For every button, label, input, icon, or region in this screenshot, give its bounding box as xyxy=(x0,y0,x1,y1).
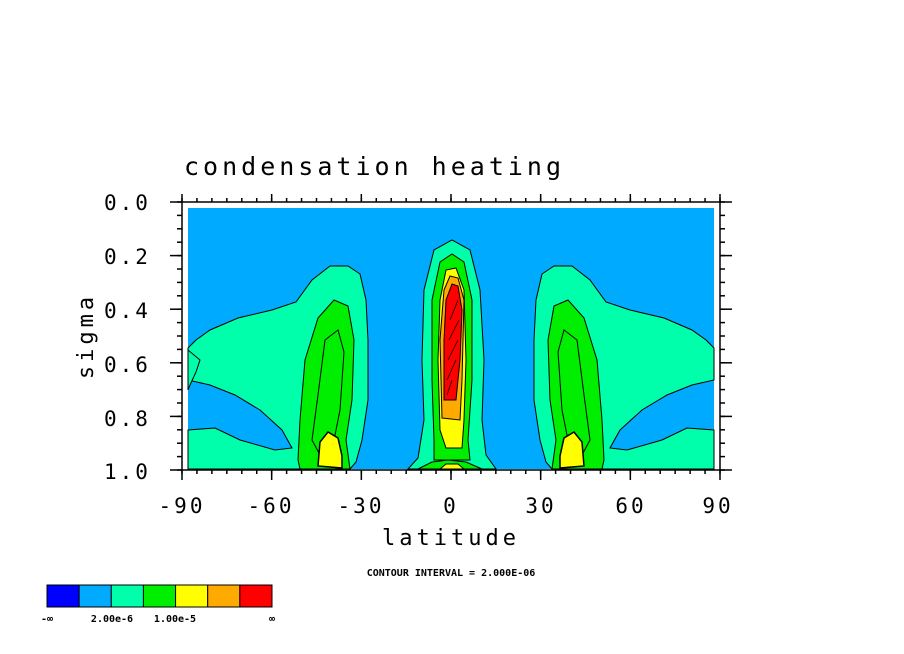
contour-north-yellow xyxy=(559,431,585,469)
x-tick-labels: -90 -60 -30 0 30 60 90 xyxy=(159,494,733,518)
contour-tropics-red xyxy=(443,283,463,401)
colorbar-swatch xyxy=(110,584,144,608)
colorbar-swatch xyxy=(239,584,273,608)
contour-north xyxy=(533,265,715,470)
y-tick-label: 0.2 xyxy=(104,245,151,269)
colorbar-label: 1.00e-5 xyxy=(154,614,196,625)
colorbar-swatch xyxy=(46,584,80,608)
contour-south-edge-strip xyxy=(187,348,201,391)
x-tick-label: -60 xyxy=(248,494,295,518)
colorbar-label: ∞ xyxy=(269,614,275,625)
x-tick-label: 0 xyxy=(443,494,459,518)
y-tick-label: 0.6 xyxy=(104,353,151,377)
y-axis-label: sigma xyxy=(74,293,99,379)
x-tick-label: -90 xyxy=(159,494,206,518)
x-tick-label: 90 xyxy=(702,494,733,518)
contour-south-green xyxy=(297,299,355,470)
colorbar-label: -∞ xyxy=(41,614,53,625)
contour-tropics xyxy=(406,239,497,470)
axis-ticks xyxy=(170,194,732,480)
chart-title: condensation heating xyxy=(184,152,565,181)
y-tick-labels: 0.0 0.2 0.4 0.6 0.8 1.0 xyxy=(104,191,151,484)
y-tick-label: 0.8 xyxy=(104,407,151,431)
colorbar-swatch xyxy=(142,584,177,608)
contour-south xyxy=(187,265,369,470)
colorbar xyxy=(46,584,273,608)
colorbar-swatch xyxy=(175,584,209,608)
colorbar-swatch xyxy=(207,584,241,608)
colorbar-label: 2.00e-6 xyxy=(91,614,133,625)
y-tick-label: 0.4 xyxy=(104,299,151,323)
x-axis-label: latitude xyxy=(382,526,520,551)
contour-tropics-inner-lines xyxy=(446,299,460,396)
contour-south-yellow xyxy=(317,431,343,469)
x-tick-label: -30 xyxy=(338,494,385,518)
y-tick-label: 1.0 xyxy=(104,460,151,484)
x-tick-label: 30 xyxy=(525,494,556,518)
plot-area xyxy=(170,194,732,480)
contour-interval-label: CONTOUR INTERVAL = 2.000E-06 xyxy=(367,568,536,579)
colorbar-labels: -∞ 2.00e-6 1.00e-5 ∞ xyxy=(41,614,275,625)
x-tick-label: 60 xyxy=(615,494,646,518)
y-tick-label: 0.0 xyxy=(104,191,151,215)
contour-north-green xyxy=(547,299,605,470)
colorbar-swatch xyxy=(78,584,112,608)
contour-tropics-surface-yellow xyxy=(438,463,466,470)
